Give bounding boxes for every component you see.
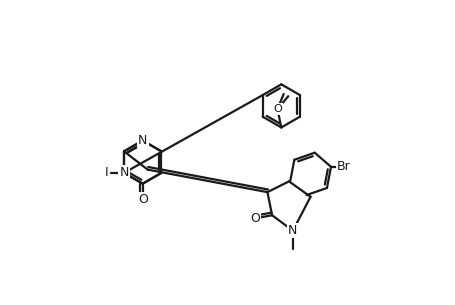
- Text: O: O: [273, 104, 282, 114]
- Text: I: I: [105, 167, 109, 179]
- Text: N: N: [138, 134, 147, 147]
- Text: N: N: [119, 167, 129, 179]
- Text: N: N: [288, 224, 298, 237]
- Text: Br: Br: [337, 160, 351, 173]
- Text: O: O: [250, 212, 260, 225]
- Text: O: O: [138, 193, 148, 206]
